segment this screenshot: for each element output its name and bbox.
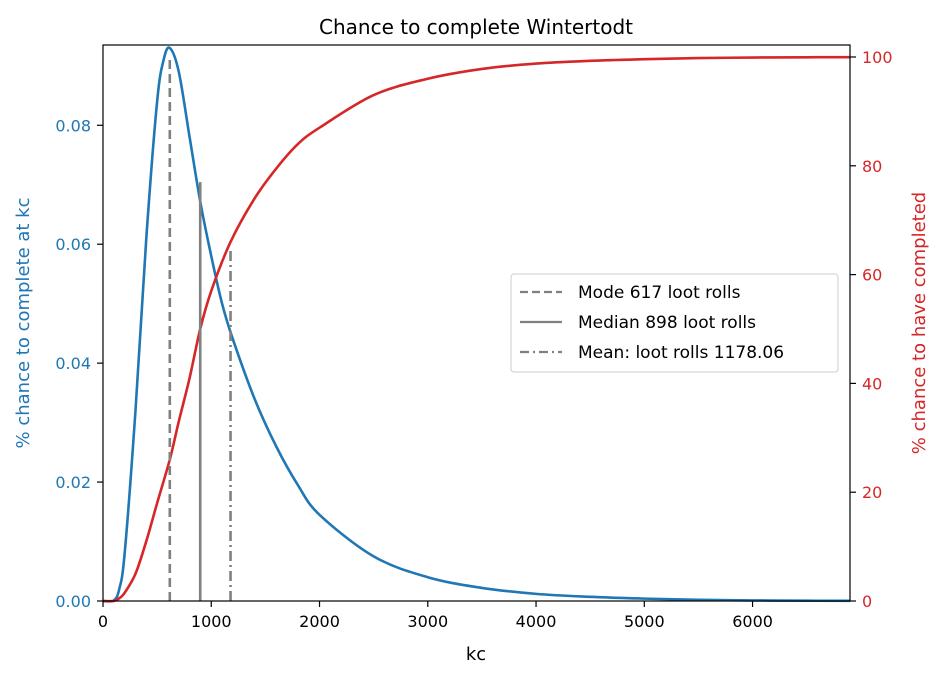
right-y-tick-label: 80 bbox=[862, 157, 882, 176]
series-layer bbox=[102, 46, 851, 603]
legend-box bbox=[510, 273, 839, 373]
right-y-tick-label: 60 bbox=[862, 266, 882, 285]
x-axis-label: kc bbox=[466, 644, 486, 665]
legend: Mode 617 loot rolls Median 898 loot roll… bbox=[510, 273, 839, 373]
left-y-axis-label: % chance to complete at kc bbox=[13, 198, 34, 449]
legend-label-mean: Mean: loot rolls 1178.06 bbox=[578, 343, 784, 363]
x-tick-label: 6000 bbox=[732, 612, 773, 631]
plot-frame bbox=[102, 44, 851, 602]
cdf-series-line bbox=[102, 55, 851, 603]
chart-title: Chance to complete Wintertodt bbox=[319, 15, 633, 39]
legend-label-median: Median 898 loot rolls bbox=[578, 313, 756, 333]
marker-lines bbox=[168, 57, 232, 601]
left-y-tick-label: 0.06 bbox=[55, 235, 91, 254]
x-tick-label: 4000 bbox=[516, 612, 557, 631]
right-y-tick-label: 100 bbox=[862, 48, 893, 67]
x-axis: 0 1000 2000 3000 4000 5000 6000 bbox=[98, 601, 773, 631]
left-y-tick-label: 0.08 bbox=[55, 116, 91, 135]
pmf-series-line bbox=[102, 46, 851, 603]
left-y-tick-label: 0.00 bbox=[55, 592, 91, 611]
left-y-axis: 0.00 0.02 0.04 0.06 0.08 bbox=[55, 116, 103, 611]
left-y-tick-label: 0.02 bbox=[55, 473, 91, 492]
right-y-axis-label: % chance to have completed bbox=[909, 192, 930, 454]
right-y-tick-label: 40 bbox=[862, 374, 882, 393]
legend-label-mode: Mode 617 loot rolls bbox=[578, 283, 741, 303]
x-tick-label: 0 bbox=[98, 612, 108, 631]
right-y-axis: 0 20 40 60 80 100 bbox=[850, 48, 893, 611]
x-tick-label: 2000 bbox=[299, 612, 340, 631]
left-y-tick-label: 0.04 bbox=[55, 354, 91, 373]
right-y-tick-label: 0 bbox=[862, 592, 872, 611]
x-tick-label: 5000 bbox=[624, 612, 665, 631]
x-tick-label: 3000 bbox=[407, 612, 448, 631]
right-y-tick-label: 20 bbox=[862, 483, 882, 502]
x-tick-label: 1000 bbox=[191, 612, 232, 631]
